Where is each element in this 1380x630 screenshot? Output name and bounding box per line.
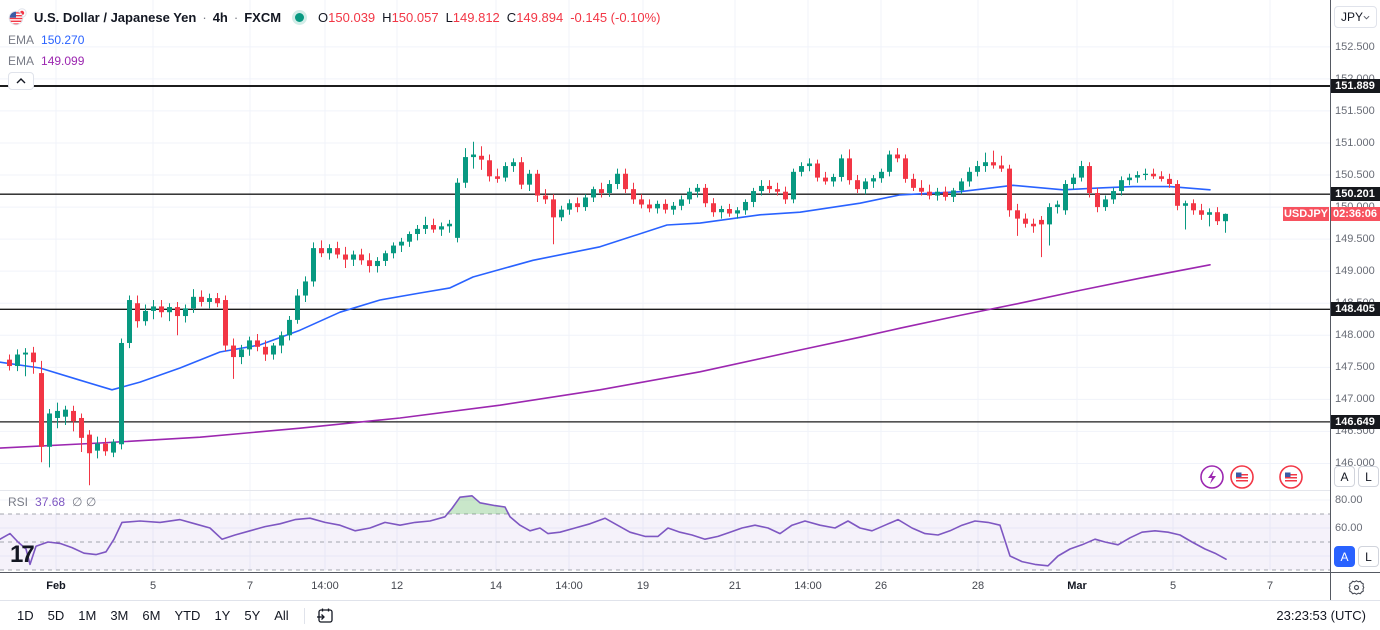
separator: ·: [233, 9, 239, 25]
price-tick: 150.500: [1335, 169, 1375, 182]
price-tick: 149.000: [1335, 265, 1375, 278]
rsi-scale-tick: 60.00: [1335, 522, 1363, 534]
range-button-ytd[interactable]: YTD: [174, 608, 201, 623]
toolbar-divider: [303, 607, 305, 624]
open-value: 150.039: [328, 9, 376, 25]
high-value: 150.057: [391, 9, 439, 25]
symbol-title[interactable]: U.S. Dollar / Japanese Yen: [34, 9, 197, 25]
ema-slow-line[interactable]: [0, 263, 1211, 449]
price-tick: 147.000: [1335, 393, 1375, 406]
change-value: -0.145 (-0.10%): [570, 9, 661, 25]
bottom-toolbar: 1D 5D 1M 3M 6M YTD 1Y 5Y All 23:23:53 (UTC): [0, 600, 1380, 630]
time-tick: Feb: [46, 580, 66, 592]
price-scale-border: [1330, 0, 1331, 600]
price-line-badge: 148.405: [1330, 302, 1380, 317]
time-tick: 28: [971, 580, 985, 592]
price-line-badge: 146.649: [1330, 414, 1380, 429]
currency-label: JPY: [1341, 10, 1364, 24]
range-button-1d[interactable]: 1D: [17, 608, 34, 623]
bar-countdown-badge: 02:36:06: [1330, 206, 1380, 221]
symbol-price-badge: USDJPY: [1283, 206, 1329, 221]
chart-canvas[interactable]: 17: [0, 0, 1330, 572]
range-button-3m[interactable]: 3M: [110, 608, 129, 623]
time-tick: 5: [149, 580, 157, 592]
price-tick: 148.000: [1335, 329, 1375, 342]
rsi-scale-mode-a-button[interactable]: A: [1334, 546, 1355, 567]
range-button-6m[interactable]: 6M: [142, 608, 161, 623]
symbol-pair-flag-icon: [8, 8, 27, 26]
price-tick: 152.500: [1335, 40, 1375, 53]
time-tick: 7: [246, 580, 254, 592]
price-line-badge: 150.201: [1330, 187, 1380, 202]
ema-slow-legend[interactable]: EMA 149.099: [8, 54, 85, 68]
market-status-dot[interactable]: [295, 12, 305, 22]
separator: ·: [202, 9, 207, 25]
range-button-5d[interactable]: 5D: [47, 608, 65, 623]
range-button-5y[interactable]: 5Y: [244, 608, 261, 623]
close-value: 149.894: [516, 9, 564, 25]
ema-fast-legend[interactable]: EMA 150.270: [8, 33, 85, 47]
range-button-1m[interactable]: 1M: [78, 608, 97, 623]
rsi-line[interactable]: [0, 494, 1227, 567]
ohlc-values: O150.039 H150.057 L149.812 C149.894 -0.1…: [318, 9, 661, 25]
time-tick: 12: [390, 580, 404, 592]
rsi-scale-tick: 80.00: [1335, 494, 1363, 506]
ema-slow-value: 149.099: [41, 54, 85, 68]
ema-fast-line[interactable]: [0, 184, 1211, 391]
rsi-value: 37.68: [35, 495, 66, 509]
price-scale[interactable]: JPY 152.500152.000151.500151.000150.5001…: [1330, 0, 1380, 572]
price-tick: 151.500: [1335, 104, 1375, 117]
low-value: 149.812: [452, 9, 500, 25]
time-tick: 21: [728, 580, 742, 592]
time-axis[interactable]: Feb 5 7 14:00 12 14 14:00 19 21 14:00 26 28 Mar 5 7: [0, 572, 1380, 600]
axis-settings-gear-icon[interactable]: [1344, 576, 1368, 598]
time-tick: 14: [489, 580, 503, 592]
legend-collapse-button[interactable]: [8, 72, 34, 90]
time-tick: Mar: [1067, 580, 1087, 592]
rsi-params: ∅ ∅: [72, 495, 97, 509]
scale-mode-l-button[interactable]: L: [1358, 466, 1379, 487]
time-tick: 14:00: [794, 580, 822, 592]
exchange-label[interactable]: FXCM: [244, 9, 282, 25]
candles[interactable]: [7, 141, 1228, 486]
time-tick: 5: [1169, 580, 1177, 592]
range-buttons: 1D 5D 1M 3M 6M YTD 1Y 5Y All: [10, 605, 296, 626]
calendar-arrow-icon: [317, 608, 333, 623]
symbol-legend: U.S. Dollar / Japanese Yen · 4h · FXCM O…: [8, 8, 661, 68]
time-tick: 26: [874, 580, 888, 592]
pane-divider[interactable]: [0, 490, 1380, 491]
time-tick: 14:00: [555, 580, 583, 592]
time-tick: 7: [1266, 580, 1274, 592]
interval-label[interactable]: 4h: [212, 9, 228, 25]
time-tick: 14:00: [311, 580, 339, 592]
time-tick: 19: [636, 580, 650, 592]
range-button-1y[interactable]: 1Y: [214, 608, 231, 623]
price-tick: 147.500: [1335, 361, 1375, 374]
scale-mode-a-button[interactable]: A: [1334, 466, 1355, 487]
utc-clock[interactable]: 23:23:53 (UTC): [1276, 608, 1366, 623]
chevron-up-icon: [16, 78, 26, 84]
price-tick: 151.000: [1335, 136, 1375, 149]
tradingview-logo-watermark[interactable]: 17: [10, 541, 36, 568]
us-flag-icon[interactable]: [1230, 465, 1254, 489]
go-to-date-button[interactable]: [313, 604, 339, 628]
price-line-badge: 151.889: [1330, 79, 1380, 93]
ema-fast-value: 150.270: [41, 33, 85, 47]
currency-dropdown[interactable]: JPY: [1334, 6, 1377, 28]
lightning-icon[interactable]: [1200, 465, 1224, 489]
rsi-legend[interactable]: RSI 37.68 ∅ ∅: [8, 495, 97, 509]
chevron-down-icon: [1363, 15, 1370, 20]
range-button-all[interactable]: All: [274, 608, 289, 623]
rsi-scale-mode-l-button[interactable]: L: [1358, 546, 1379, 567]
price-tick: 149.500: [1335, 233, 1375, 246]
rsi-overbought-fill: [0, 495, 1226, 514]
us-flag-icon[interactable]: [1279, 465, 1303, 489]
